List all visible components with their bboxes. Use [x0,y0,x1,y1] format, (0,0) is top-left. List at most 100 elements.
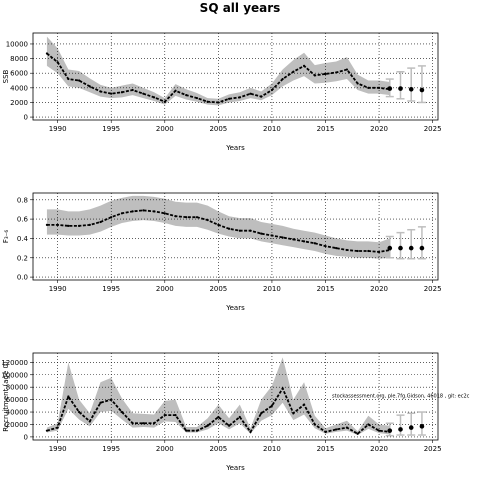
estimate-point [302,403,306,406]
estimate-point [185,429,188,432]
estimate-point [217,415,220,419]
forecast-point [398,86,403,91]
estimate-point [324,245,327,248]
x-tick-label: 2015 [317,445,335,453]
estimate-point [356,249,359,253]
estimate-point [249,430,252,434]
estimate-point [324,72,327,76]
estimate-point [292,70,295,73]
forecast-point [387,245,393,251]
estimate-point [163,414,166,417]
x-tick-label: 2005 [209,445,227,453]
x-tick-label: 2025 [424,445,442,453]
estimate-point [356,82,359,85]
forecast-point [408,425,414,430]
estimate-point [377,429,381,432]
estimate-point [67,395,70,398]
estimate-point [110,92,113,95]
y-tick-label: 0.6 [17,216,29,224]
estimate-point [345,426,349,429]
estimate-point [270,88,274,92]
estimate-point [377,250,381,254]
forecast-point [398,245,403,251]
x-tick-label: 1995 [102,125,120,133]
y-tick-label: 80000 [6,384,28,392]
estimate-point [227,424,231,427]
plot-frame [32,192,439,281]
estimate-point [56,61,59,64]
x-axis-label: Years [225,144,245,152]
estimate-point [77,224,81,227]
estimate-point [195,429,199,432]
estimate-point [249,229,252,232]
y-tick-label: 60000 [6,396,28,404]
estimate-point [99,401,102,404]
y-tick-label: 0.8 [17,196,28,204]
estimate-point [206,218,209,222]
estimate-point [120,410,124,414]
estimate-point [249,92,252,95]
estimate-point [377,86,381,89]
y-tick-label: 10000 [6,40,28,48]
estimate-point [238,415,241,419]
x-tick-label: 1995 [102,445,120,453]
estimate-point [174,89,177,92]
x-tick-label: 2020 [370,125,388,133]
y-tick-label: 6000 [10,70,28,78]
estimate-point [292,238,295,241]
estimate-point [67,77,70,81]
annotation: stockassessment.org, ple.7fg.Gidson, 460… [332,394,470,400]
y-axis-label: F₃₋₆ [2,230,10,244]
estimate-point [56,426,59,429]
x-tick-label: 2000 [156,285,174,293]
estimate-point [131,210,134,213]
estimate-point [335,428,338,431]
estimate-point [367,249,370,253]
estimate-point [120,91,124,94]
plot-frame [32,32,439,121]
estimate-point [356,432,359,435]
estimate-point [163,212,166,215]
estimate-point [195,216,199,219]
estimate-point [99,220,102,224]
y-tick-label: 0.0 [17,274,28,282]
estimate-point [88,420,91,423]
estimate-point [185,216,188,219]
x-tick-label: 2010 [263,125,281,133]
x-tick-label: 2010 [263,285,281,293]
estimate-point [163,100,166,103]
estimate-point [227,97,231,100]
confidence-band [46,357,390,436]
forecast-point [408,86,414,92]
x-tick-label: 2005 [209,125,227,133]
x-tick-label: 2000 [156,125,174,133]
estimate-point [260,232,263,235]
y-tick-label: 20000 [6,421,28,429]
estimate-point [281,77,284,81]
estimate-point [292,412,295,415]
estimate-point [67,224,70,227]
estimate-point [313,74,316,77]
forecast-point [387,428,393,433]
estimate-point [217,223,220,226]
estimate-point [99,90,102,93]
plot-frame [32,352,439,441]
estimate-point [335,247,338,250]
forecast-point [419,424,425,429]
x-tick-label: 2025 [424,125,442,133]
x-tick-label: 2010 [263,445,281,453]
estimate-point [367,86,370,89]
estimate-point [206,100,209,103]
x-tick-label: 1990 [49,285,67,293]
estimate-point [324,430,327,434]
y-axis-label: SSB [2,69,10,83]
chart-title: SQ all years [200,1,281,15]
estimate-point [77,410,81,414]
estimate-point [260,412,263,415]
x-tick-label: 1990 [49,445,67,453]
y-tick-label: 0 [24,114,28,122]
estimate-point [335,71,338,74]
y-tick-label: 2000 [10,99,28,107]
forecast-point [419,245,425,251]
